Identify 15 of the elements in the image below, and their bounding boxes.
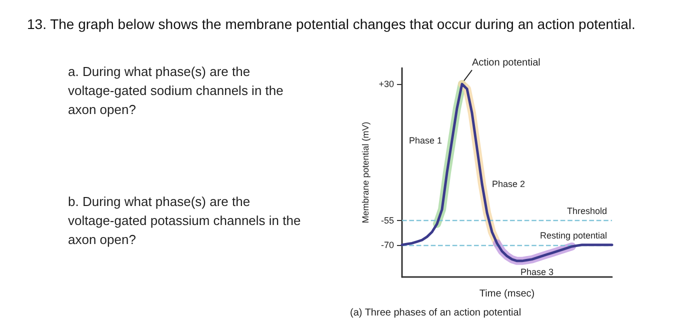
annotation: Action potential [472, 58, 540, 69]
y-tick-label: -70 [380, 240, 394, 250]
series-label: Phase 2 [492, 178, 526, 189]
y-axis-title: Membrane potential (mV) [360, 122, 370, 224]
text: (a) Three phases of an action potential [350, 308, 522, 318]
series-label: Phase 1 [408, 135, 442, 146]
text: b. During what phase(s) are the voltage-gated potassium channels in the axon open? [68, 194, 304, 247]
chart-title: 13. The graph below shows the membrane potential changes that occur during an action potential. [27, 16, 636, 32]
y-tick-label: -55 [380, 216, 394, 226]
ref-line-label: Resting potential [540, 230, 607, 240]
ref-line-label: Threshold [566, 206, 607, 216]
x-axis-title: Time (msec) [479, 288, 535, 300]
series-label: Phase 3 [520, 267, 554, 278]
y-tick-label: +30 [378, 79, 394, 90]
text: a. During what phase(s) are the voltage-gated sodium channels in the axon open? [68, 64, 287, 117]
